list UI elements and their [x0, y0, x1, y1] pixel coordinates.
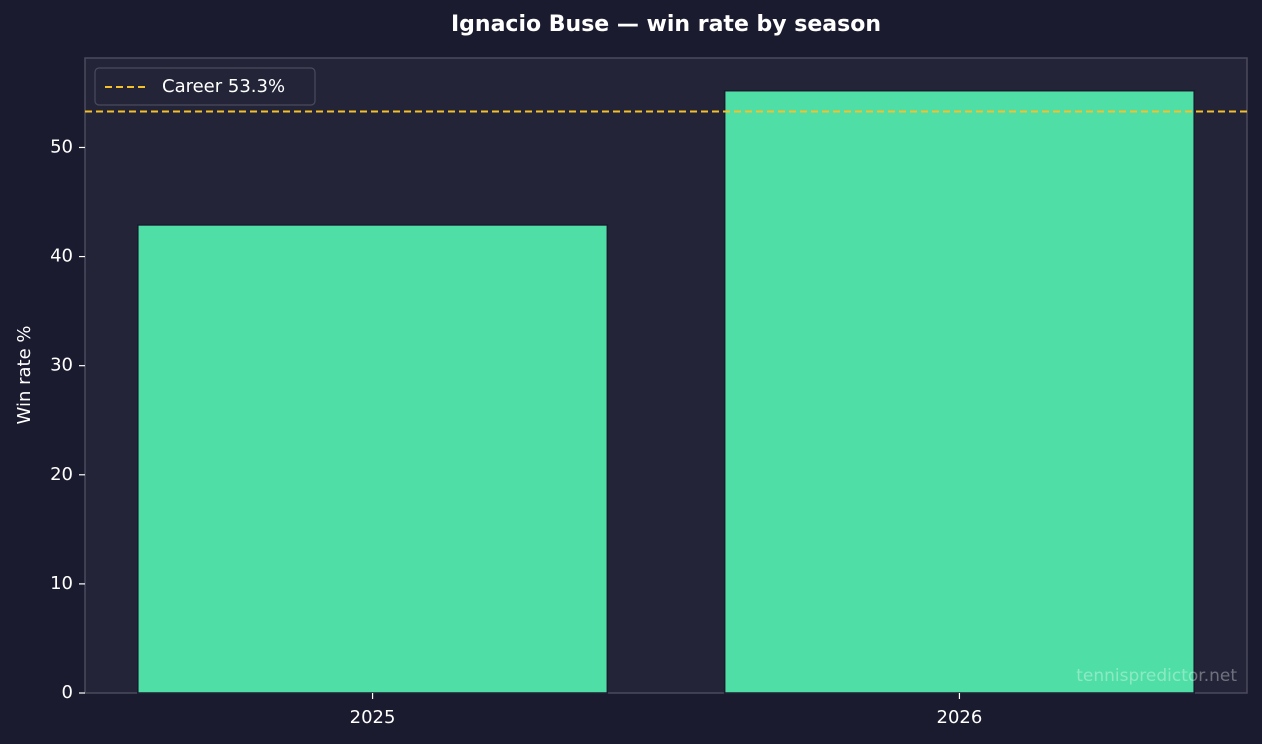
y-tick-label: 0 — [62, 682, 73, 703]
bar — [723, 89, 1195, 694]
legend-label: Career 53.3% — [162, 76, 285, 97]
x-tick-label: 2025 — [350, 707, 396, 728]
x-tick-label: 2026 — [937, 707, 983, 728]
y-tick-label: 30 — [50, 355, 73, 376]
bar — [137, 224, 609, 694]
legend-box — [94, 67, 316, 106]
chart-title: Ignacio Buse — win rate by season — [451, 12, 881, 37]
y-axis-label: Win rate % — [14, 326, 35, 425]
y-tick-label: 50 — [50, 136, 73, 157]
y-tick-label: 20 — [50, 464, 73, 485]
y-tick-label: 40 — [50, 246, 73, 267]
watermark: tennispredictor.net — [1076, 666, 1237, 686]
y-tick-label: 10 — [50, 573, 73, 594]
